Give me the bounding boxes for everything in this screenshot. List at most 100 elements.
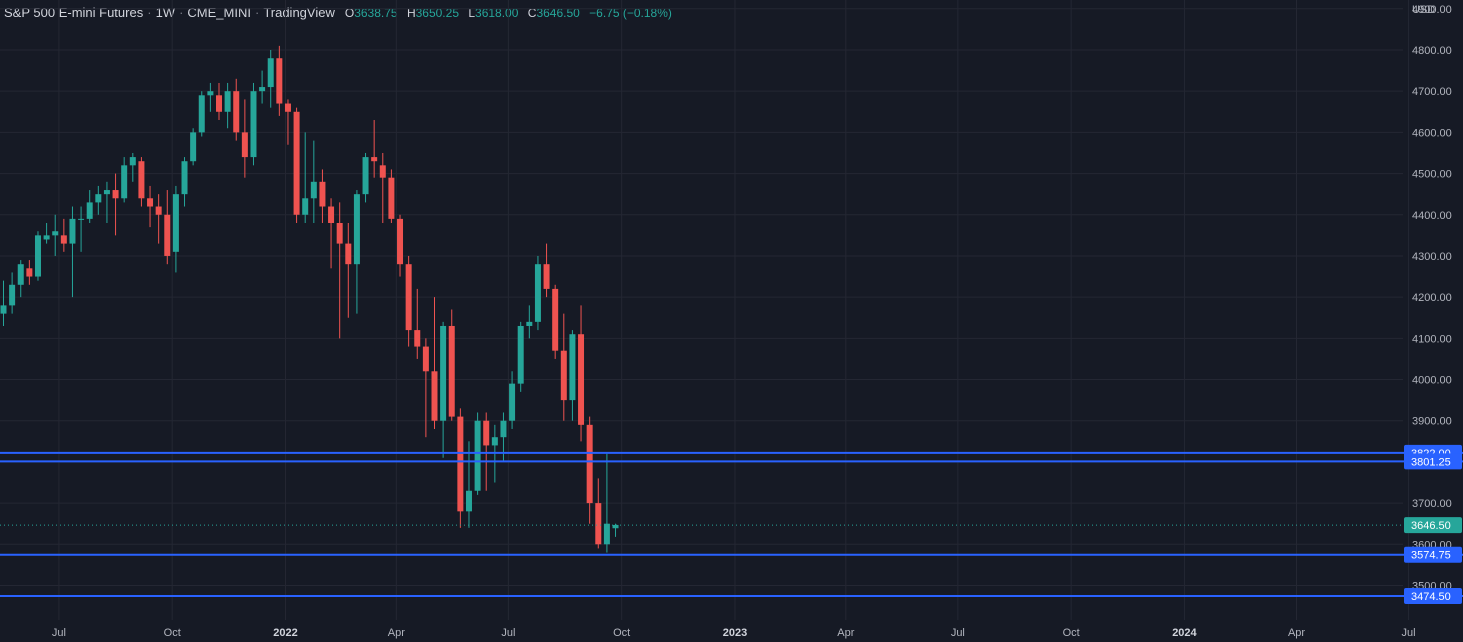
- candle-body: [216, 95, 222, 112]
- candle-body: [595, 503, 602, 545]
- candle: [259, 70, 266, 104]
- candle: [569, 330, 576, 421]
- price-tick-label: 4300.00: [1412, 251, 1452, 263]
- candle: [414, 288, 421, 359]
- candle-body: [431, 371, 438, 421]
- candle-body: [526, 321, 533, 326]
- time-tick-label: Apr: [388, 627, 405, 639]
- candle-body: [190, 132, 197, 162]
- candle-body: [155, 206, 162, 215]
- time-tick-label: 2022: [273, 627, 297, 639]
- candle: [164, 190, 171, 265]
- candle-body: [34, 235, 41, 277]
- candle: [465, 441, 472, 528]
- price-tick-label: 4700.00: [1412, 86, 1452, 98]
- high-label: H: [406, 5, 416, 20]
- candle: [509, 371, 516, 429]
- candle-body: [379, 165, 386, 178]
- currency-label: USD: [1412, 4, 1435, 16]
- candle-body: [181, 161, 188, 195]
- level-price-label: 3801.25: [1404, 453, 1462, 470]
- time-tick-label: Apr: [837, 627, 854, 639]
- candle: [198, 91, 205, 137]
- candle: [405, 255, 412, 347]
- candle-body: [310, 181, 317, 199]
- close-label: C: [527, 5, 537, 20]
- candle: [172, 185, 179, 273]
- candle-body: [95, 194, 102, 203]
- candle-body: [612, 524, 619, 529]
- candles: [0, 45, 1403, 553]
- legend-separator: ·: [254, 5, 260, 20]
- candle: [543, 243, 550, 298]
- candle: [448, 309, 455, 421]
- price-tick-label: 4500.00: [1412, 169, 1452, 181]
- candle: [69, 206, 76, 298]
- candle: [95, 185, 102, 215]
- candle-body: [345, 243, 352, 265]
- candle-body: [483, 420, 490, 446]
- candle: [103, 181, 110, 223]
- candle-body: [457, 416, 464, 512]
- candle: [397, 214, 404, 277]
- candle-body: [276, 58, 283, 104]
- candle: [534, 255, 541, 331]
- candle-body: [250, 91, 257, 158]
- candle: [336, 202, 343, 339]
- price-tick-label: 3900.00: [1412, 416, 1452, 428]
- candle: [138, 157, 145, 207]
- candle-body: [0, 305, 7, 314]
- time-tick-label: Jul: [1402, 627, 1416, 639]
- candle-body: [353, 194, 360, 265]
- candle-body: [603, 523, 610, 545]
- candle-body: [578, 334, 585, 425]
- time-tick-label: 2023: [723, 627, 747, 639]
- price-axis[interactable]: USD 3500.003600.003700.003900.004000.004…: [1412, 4, 1452, 593]
- candle-body: [509, 383, 516, 421]
- candle-body: [500, 420, 507, 438]
- candle-body: [517, 325, 524, 384]
- candle: [0, 280, 7, 326]
- candle-body: [60, 235, 67, 244]
- candle: [86, 190, 93, 223]
- candle-body: [302, 198, 309, 215]
- candle: [276, 45, 283, 116]
- candle-body: [422, 346, 429, 372]
- horizontal-levels[interactable]: [0, 451, 1463, 597]
- time-axis[interactable]: Jul Oct 2022 Apr Jul Oct 2023 Apr Jul Oct 2024 Apr J…: [52, 627, 1463, 639]
- candle-body: [241, 132, 248, 158]
- candle: [26, 260, 33, 285]
- candle-body: [164, 214, 171, 256]
- candle: [9, 272, 16, 314]
- svg-text:3574.75: 3574.75: [1411, 550, 1451, 562]
- candle: [78, 206, 85, 252]
- candle: [353, 190, 360, 314]
- candle: [526, 305, 533, 339]
- candle-body: [534, 264, 541, 322]
- candle: [560, 313, 567, 421]
- candle-body: [112, 190, 119, 199]
- candle-body: [267, 58, 274, 88]
- candle-body: [121, 165, 128, 199]
- candle-body: [26, 268, 33, 277]
- candle-body: [284, 103, 291, 112]
- candle: [293, 107, 300, 223]
- candle: [190, 128, 197, 166]
- price-tick-label: 4200.00: [1412, 292, 1452, 304]
- candle-body: [328, 206, 335, 223]
- candle-body: [103, 190, 110, 195]
- candle-body: [569, 334, 576, 401]
- level-price-label: 3574.75: [1404, 546, 1462, 563]
- candle-body: [69, 218, 76, 244]
- candle-body: [129, 157, 136, 166]
- candle: [328, 198, 335, 269]
- candle-body: [9, 284, 16, 306]
- candle: [181, 157, 188, 207]
- candle: [250, 82, 257, 166]
- candle: [578, 305, 585, 442]
- price-tick-label: 4400.00: [1412, 210, 1452, 222]
- candle: [233, 78, 240, 141]
- candle: [302, 132, 309, 223]
